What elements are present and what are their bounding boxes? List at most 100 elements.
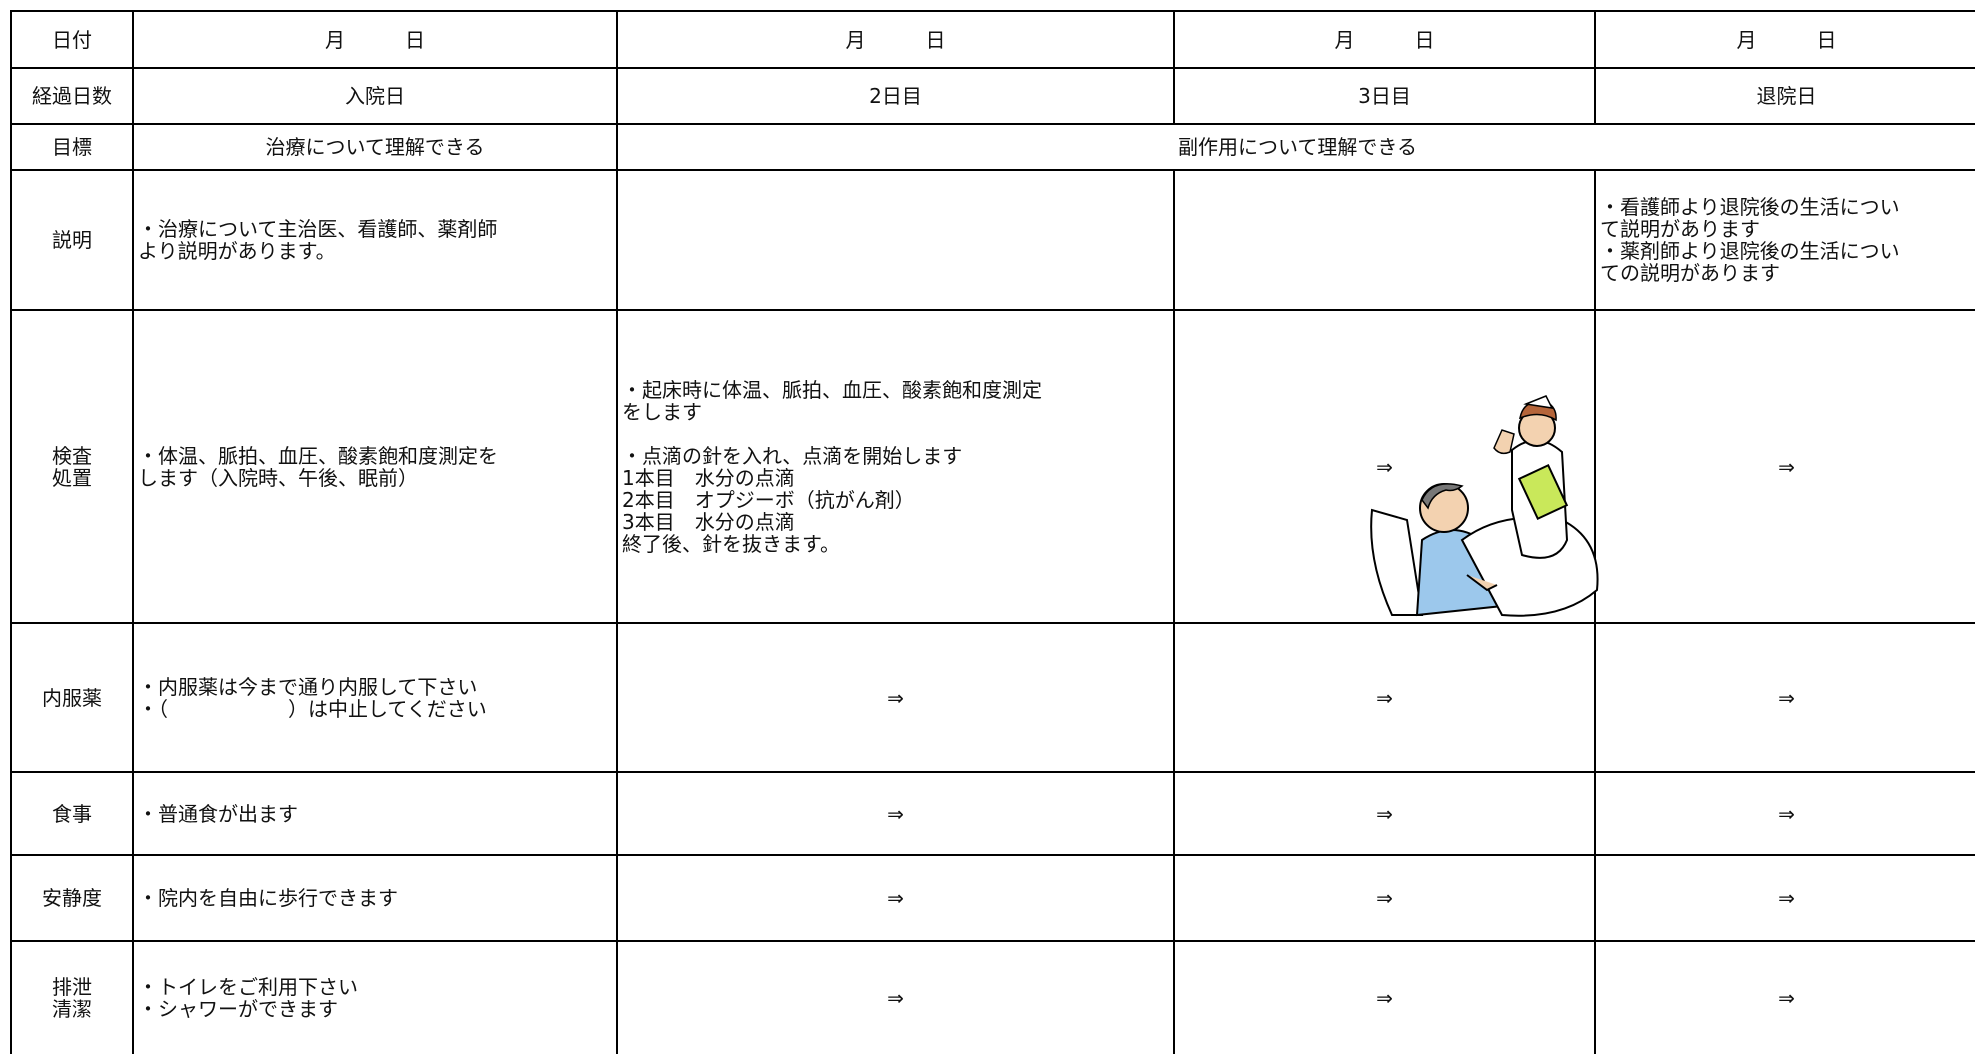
table-cell bbox=[616, 169, 1175, 311]
table-cell: ⇒ bbox=[616, 854, 1175, 942]
row-label-line: 内服薬 bbox=[42, 685, 102, 710]
row-label-line: 処置 bbox=[52, 465, 92, 490]
table-cell: ・体温、脈拍、血圧、酸素飽和度測定を します（入院時、午後、眠前） bbox=[132, 309, 618, 624]
cell-text: ⇒ bbox=[887, 801, 904, 826]
table-cell bbox=[1173, 169, 1596, 311]
cell-line: 3本目 水分の点滴 bbox=[622, 509, 795, 534]
table-row: 説明 ・治療について主治医、看護師、薬剤師 より説明があります。 ・看護師より退院後の… bbox=[10, 169, 1975, 311]
cell-line: ・体温、脈拍、血圧、酸素飽和度測定を bbox=[138, 443, 498, 468]
cell-text: ⇒ bbox=[1778, 986, 1795, 1010]
row-label-line: 経過日数 bbox=[32, 84, 112, 108]
row-label-line: 安静度 bbox=[42, 886, 102, 910]
cell-text: ⇒ bbox=[1778, 801, 1795, 826]
cell-text: ⇒ bbox=[887, 986, 904, 1010]
table-cell: ⇒ bbox=[1594, 854, 1975, 942]
cell-line: ・普通食が出ます bbox=[138, 801, 298, 826]
cell-text: ⇒ bbox=[887, 886, 904, 910]
table-cell: 2日目 bbox=[616, 67, 1175, 125]
table-row: 目標 治療について理解できる 副作用について理解できる bbox=[10, 123, 1975, 171]
schedule-container: 日付 月 日 月 日 月 日 月 日経過日数 入院日 2日目 3日目 退院日目標 治療について理解… bbox=[10, 10, 1975, 1054]
nurse-patient-illustration bbox=[1370, 395, 1599, 617]
cell-text: ⇒ bbox=[1376, 986, 1393, 1010]
row-label-line: 排泄 bbox=[52, 975, 92, 999]
table-cell: ⇒ bbox=[1594, 622, 1975, 773]
table-cell: ・看護師より退院後の生活につい て説明があります ・薬剤師より退院後の生活につい ての… bbox=[1594, 169, 1975, 311]
cell-text: 2日目 bbox=[869, 84, 922, 108]
cell-line: 1本目 水分の点滴 bbox=[622, 465, 795, 490]
cell-text: 月 日 bbox=[325, 27, 425, 52]
cell-line: ・内服薬は今まで通り内服して下さい bbox=[138, 674, 478, 699]
cell-line: ・（ ）は中止してください bbox=[138, 696, 487, 721]
row-label: 食事 bbox=[10, 771, 134, 856]
cell-text: 退院日 bbox=[1756, 84, 1817, 108]
table-cell: ・内服薬は今まで通り内服して下さい ・（ ）は中止してください bbox=[132, 622, 618, 773]
cell-text: ⇒ bbox=[1778, 454, 1795, 479]
table-row: 検査 処置 ・体温、脈拍、血圧、酸素飽和度測定を します（入院時、午後、眠前） ・起床時… bbox=[10, 309, 1975, 624]
row-label-line: 日付 bbox=[52, 27, 92, 52]
cell-line: ・起床時に体温、脈拍、血圧、酸素飽和度測定 bbox=[622, 377, 1042, 402]
table-cell: 月 日 bbox=[1594, 10, 1975, 69]
table-cell: 退院日 bbox=[1594, 67, 1975, 125]
table-cell: ⇒ bbox=[1173, 771, 1596, 856]
cell-text: ⇒ bbox=[1376, 886, 1393, 910]
table-row: 安静度 ・院内を自由に歩行できます ⇒ ⇒ ⇒ bbox=[10, 854, 1975, 942]
cell-paragraph: ・点滴の針を入れ、点滴を開始します 1本目 水分の点滴 2本目 オプジーボ（抗がん剤… bbox=[622, 445, 1169, 555]
cell-line: ・看護師より退院後の生活につい bbox=[1600, 195, 1900, 219]
table-row: 経過日数 入院日 2日目 3日目 退院日 bbox=[10, 67, 1975, 125]
cell-text: ⇒ bbox=[887, 685, 904, 710]
table-row: 内服薬 ・内服薬は今まで通り内服して下さい ・（ ）は中止してください ⇒ ⇒ ⇒ bbox=[10, 622, 1975, 773]
table-cell: 3日目 bbox=[1173, 67, 1596, 125]
table-row: 食事 ・普通食が出ます ⇒ ⇒ ⇒ bbox=[10, 771, 1975, 856]
table-cell: ・トイレをご利用下さい ・シャワーができます bbox=[132, 940, 618, 1054]
row-label-line: 目標 bbox=[52, 135, 92, 159]
cell-text: 治療について理解できる bbox=[265, 135, 485, 159]
row-label: 安静度 bbox=[10, 854, 134, 942]
cell-line: て説明があります bbox=[1600, 217, 1760, 241]
cell-line: ・点滴の針を入れ、点滴を開始します bbox=[622, 443, 963, 468]
table-cell: ⇒ bbox=[1173, 622, 1596, 773]
cell-text: 月 日 bbox=[845, 27, 946, 52]
cell-line: ・治療について主治医、看護師、薬剤師 bbox=[138, 217, 498, 241]
cell-line: をします bbox=[622, 399, 702, 424]
row-label: 内服薬 bbox=[10, 622, 134, 773]
table-cell: ⇒ bbox=[1594, 309, 1975, 624]
table-row: 排泄 清潔 ・トイレをご利用下さい ・シャワーができます ⇒ ⇒ ⇒ bbox=[10, 940, 1975, 1054]
cell-text: 月 日 bbox=[1736, 27, 1837, 52]
table-cell: ・治療について主治医、看護師、薬剤師 より説明があります。 bbox=[132, 169, 618, 311]
table-cell: 月 日 bbox=[132, 10, 618, 69]
clinical-pathway-table: 日付 月 日 月 日 月 日 月 日経過日数 入院日 2日目 3日目 退院日目標 治療について理解… bbox=[10, 10, 1975, 1054]
cell-line: ・薬剤師より退院後の生活につい bbox=[1600, 239, 1900, 263]
cell-line: ・トイレをご利用下さい bbox=[138, 975, 358, 999]
table-cell: ⇒ bbox=[1173, 940, 1596, 1054]
table-cell: ⇒ bbox=[616, 771, 1175, 856]
table-cell: ⇒ bbox=[1594, 771, 1975, 856]
table-cell: 入院日 bbox=[132, 67, 618, 125]
table-cell: ⇒ bbox=[616, 940, 1175, 1054]
row-label: 検査 処置 bbox=[10, 309, 134, 624]
row-label-line: 清潔 bbox=[52, 997, 92, 1021]
cell-paragraph: ・起床時に体温、脈拍、血圧、酸素飽和度測定 をします bbox=[622, 379, 1169, 423]
cell-text: 副作用について理解できる bbox=[1178, 135, 1417, 159]
table-cell: ・起床時に体温、脈拍、血圧、酸素飽和度測定 をします・点滴の針を入れ、点滴を開始し… bbox=[616, 309, 1175, 624]
cell-text: ⇒ bbox=[1376, 685, 1393, 710]
cell-line: ・シャワーができます bbox=[138, 997, 338, 1021]
table-cell: ・院内を自由に歩行できます bbox=[132, 854, 618, 942]
row-label-line: 食事 bbox=[52, 801, 92, 826]
cell-line: 終了後、針を抜きます。 bbox=[622, 531, 840, 556]
cell-text: 月 日 bbox=[1334, 27, 1435, 52]
cell-text: ⇒ bbox=[1778, 685, 1795, 710]
cell-line: ・院内を自由に歩行できます bbox=[138, 886, 398, 910]
cell-text: 入院日 bbox=[345, 84, 405, 108]
table-cell: 副作用について理解できる bbox=[616, 123, 1975, 171]
cell-text: ⇒ bbox=[1778, 886, 1795, 910]
row-label: 目標 bbox=[10, 123, 134, 171]
row-label-line: 検査 bbox=[52, 443, 92, 468]
table-cell: 治療について理解できる bbox=[132, 123, 618, 171]
row-label: 説明 bbox=[10, 169, 134, 311]
row-label: 日付 bbox=[10, 10, 134, 69]
cell-text: ⇒ bbox=[1376, 801, 1393, 826]
table-cell: ・普通食が出ます bbox=[132, 771, 618, 856]
table-cell: ⇒ bbox=[616, 622, 1175, 773]
cell-line: 2本目 オプジーボ（抗がん剤） bbox=[622, 487, 915, 512]
cell-text: ⇒ bbox=[1376, 454, 1393, 479]
